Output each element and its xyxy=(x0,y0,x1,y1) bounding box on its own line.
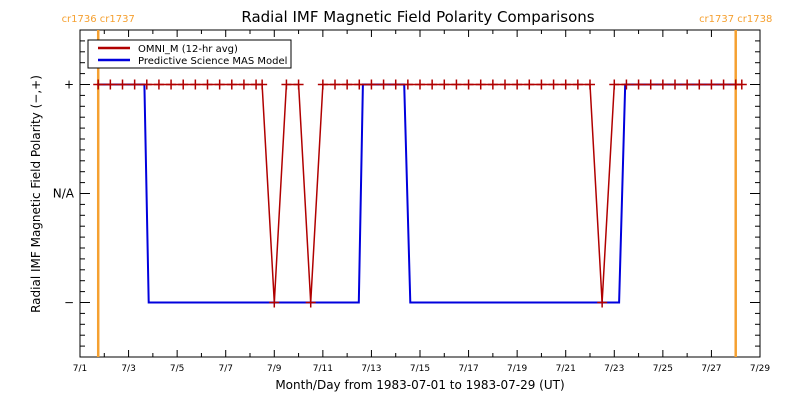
x-tick-label: 7/9 xyxy=(267,364,282,374)
legend-box xyxy=(87,39,292,69)
x-axis-label: Month/Day from 1983-07-01 to 1983-07-29 … xyxy=(275,378,564,392)
data-point-omni xyxy=(475,79,486,90)
data-point-omni xyxy=(190,79,201,90)
data-point-omni xyxy=(657,79,668,90)
data-point-omni xyxy=(621,79,632,90)
data-point-omni xyxy=(736,79,747,90)
data-point-omni xyxy=(706,79,717,90)
data-point-omni xyxy=(166,79,177,90)
data-point-omni xyxy=(214,79,225,90)
data-point-omni xyxy=(427,79,438,90)
data-point-omni xyxy=(153,79,164,90)
data-point-omni xyxy=(451,79,462,90)
data-point-omni xyxy=(305,297,316,308)
y-tick-label: + xyxy=(64,78,74,92)
y-axis-label: Radial IMF Magnetic Field Polarity (−,+) xyxy=(29,75,43,313)
x-tick-label: 7/3 xyxy=(121,364,135,374)
x-tick-label: 7/29 xyxy=(750,364,770,374)
data-point-omni xyxy=(536,79,547,90)
carrington-label: cr1737 cr1738 xyxy=(699,14,772,25)
data-point-omni xyxy=(378,79,389,90)
data-point-omni xyxy=(117,79,128,90)
x-tick-label: 7/21 xyxy=(556,364,576,374)
x-tick-label: 7/13 xyxy=(361,364,381,374)
data-point-omni xyxy=(402,79,413,90)
x-tick-label: 7/11 xyxy=(313,364,333,374)
y-tick-label: N/A xyxy=(53,187,75,201)
data-point-omni xyxy=(226,79,237,90)
data-point-omni xyxy=(238,79,249,90)
data-point-omni xyxy=(524,79,535,90)
x-tick-label: 7/25 xyxy=(653,364,673,374)
data-point-omni xyxy=(366,79,377,90)
data-point-omni xyxy=(202,79,213,90)
x-tick-label: 7/17 xyxy=(458,364,478,374)
data-point-omni xyxy=(645,79,656,90)
data-point-omni xyxy=(178,79,189,90)
data-point-omni xyxy=(93,79,104,90)
x-tick-label: 7/23 xyxy=(604,364,624,374)
legend-label-mas: Predictive Science MAS Model xyxy=(138,56,287,67)
data-point-omni xyxy=(694,79,705,90)
legend: OMNI_M (12-hr avg) Predictive Science MA… xyxy=(87,39,292,69)
data-point-omni xyxy=(141,79,152,90)
data-point-omni xyxy=(463,79,474,90)
x-tick-label: 7/7 xyxy=(218,364,232,374)
series-line-mas xyxy=(97,83,736,304)
series-line-omni xyxy=(98,83,742,303)
x-tick-label: 7/27 xyxy=(701,364,721,374)
data-point-omni xyxy=(633,79,644,90)
plot-frame xyxy=(79,29,761,358)
data-point-omni xyxy=(597,297,608,308)
data-point-omni xyxy=(129,79,140,90)
data-point-omni xyxy=(572,79,583,90)
data-point-omni xyxy=(354,79,365,90)
data-point-omni xyxy=(269,297,280,308)
carrington-label: cr1736 cr1737 xyxy=(62,14,135,25)
x-tick-label: 7/5 xyxy=(170,364,184,374)
data-point-omni xyxy=(512,79,523,90)
x-tick-label: 7/19 xyxy=(507,364,527,374)
data-point-omni xyxy=(500,79,510,90)
data-point-omni xyxy=(330,79,340,90)
data-point-omni xyxy=(257,79,268,90)
data-point-omni xyxy=(585,79,595,90)
data-point-omni xyxy=(487,79,498,90)
legend-label-omni: OMNI_M (12-hr avg) xyxy=(138,44,238,55)
data-point-omni xyxy=(718,79,729,90)
data-point-omni xyxy=(670,79,680,90)
data-point-omni xyxy=(281,79,292,90)
x-tick-label: 7/15 xyxy=(410,364,430,374)
data-point-omni xyxy=(105,79,116,90)
data-point-omni xyxy=(293,79,304,90)
chart-title: Radial IMF Magnetic Field Polarity Compa… xyxy=(241,8,594,26)
data-point-omni xyxy=(548,79,559,90)
data-point-omni xyxy=(390,79,401,90)
y-tick-label: − xyxy=(64,296,74,310)
data-point-omni xyxy=(560,79,571,90)
data-point-omni xyxy=(439,79,450,90)
data-point-omni xyxy=(317,79,328,90)
data-point-omni xyxy=(609,79,620,90)
data-point-omni xyxy=(415,79,425,90)
data-point-omni xyxy=(682,79,693,90)
x-tick-label: 7/1 xyxy=(73,364,87,374)
data-point-omni xyxy=(342,79,353,90)
